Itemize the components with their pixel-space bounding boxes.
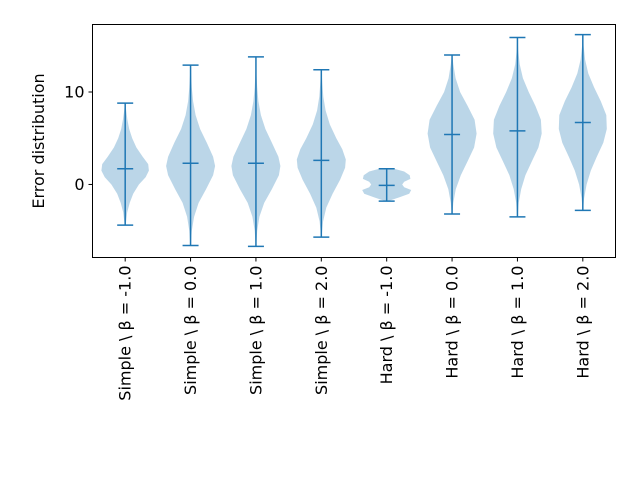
y-tick-label: 0 xyxy=(74,175,84,194)
x-tick-label: Simple \ β = 2.0 xyxy=(312,266,331,395)
y-tick-label: 10 xyxy=(64,82,84,101)
x-tick-label: Hard \ β = 0.0 xyxy=(443,266,462,379)
y-axis: 0 10 xyxy=(64,82,93,194)
x-tick-label: Simple \ β = 0.0 xyxy=(181,266,200,395)
y-axis-label: Error distribution xyxy=(29,73,48,208)
x-tick-label: Hard \ β = 1.0 xyxy=(508,266,527,379)
x-axis: Simple \ β = -1.0 Simple \ β = 0.0 Simple … xyxy=(116,257,592,401)
plot-frame xyxy=(92,24,616,258)
x-tick-label: Hard \ β = 2.0 xyxy=(573,266,592,379)
x-tick-label: Simple \ β = -1.0 xyxy=(116,266,135,401)
x-tick-label: Hard \ β = -1.0 xyxy=(377,266,396,385)
x-tick-label: Simple \ β = 1.0 xyxy=(246,266,265,395)
violin-stat-lines xyxy=(117,33,591,248)
violin-bodies xyxy=(101,34,607,247)
